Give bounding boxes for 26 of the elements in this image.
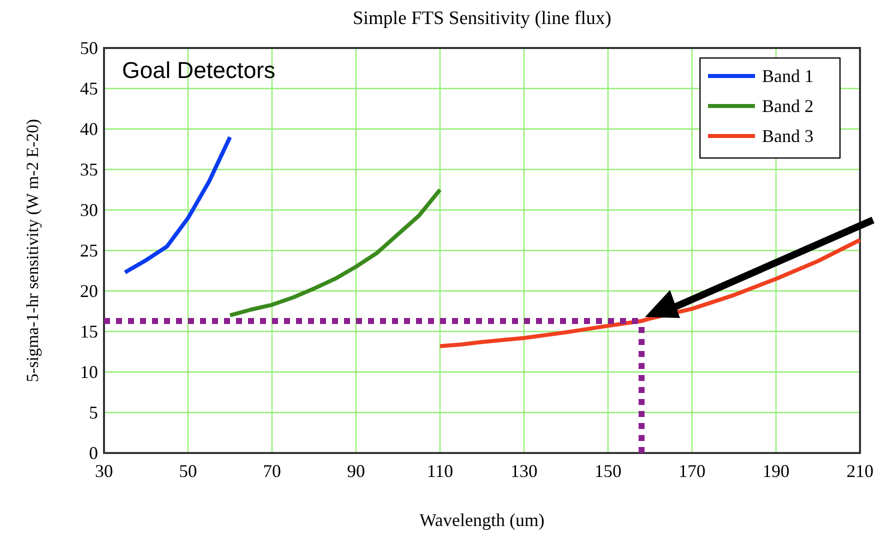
- x-tick-label: 210: [846, 461, 874, 481]
- y-tick-label: 45: [80, 78, 98, 98]
- legend-label: Band 3: [762, 126, 814, 146]
- x-tick-label: 170: [678, 461, 706, 481]
- y-tick-label: 5: [89, 402, 98, 422]
- chart-title: Simple FTS Sensitivity (line flux): [352, 8, 612, 29]
- x-tick-label: 130: [510, 461, 538, 481]
- y-tick-label: 20: [80, 281, 98, 301]
- x-tick-label: 110: [426, 461, 454, 481]
- x-tick-label: 70: [263, 461, 281, 481]
- x-tick-label: 190: [762, 461, 790, 481]
- legend-label: Band 1: [762, 66, 814, 86]
- y-tick-label: 10: [80, 362, 98, 382]
- x-axis-title: Wavelength (um): [419, 510, 545, 530]
- y-tick-label: 25: [80, 240, 98, 260]
- x-tick-label: 50: [179, 461, 197, 481]
- y-tick-label: 35: [80, 160, 98, 180]
- y-tick-label: 40: [80, 119, 98, 139]
- y-tick-label: 50: [80, 38, 98, 58]
- y-tick-label: 30: [80, 200, 98, 220]
- y-tick-label: 15: [80, 322, 98, 342]
- y-tick-label: 0: [89, 443, 98, 463]
- y-axis-title: 5-sigma-1-hr sensitivity (W m-2 E-20): [23, 118, 42, 382]
- legend-label: Band 2: [762, 96, 814, 116]
- x-tick-label: 150: [594, 461, 622, 481]
- x-tick-label: 90: [347, 461, 365, 481]
